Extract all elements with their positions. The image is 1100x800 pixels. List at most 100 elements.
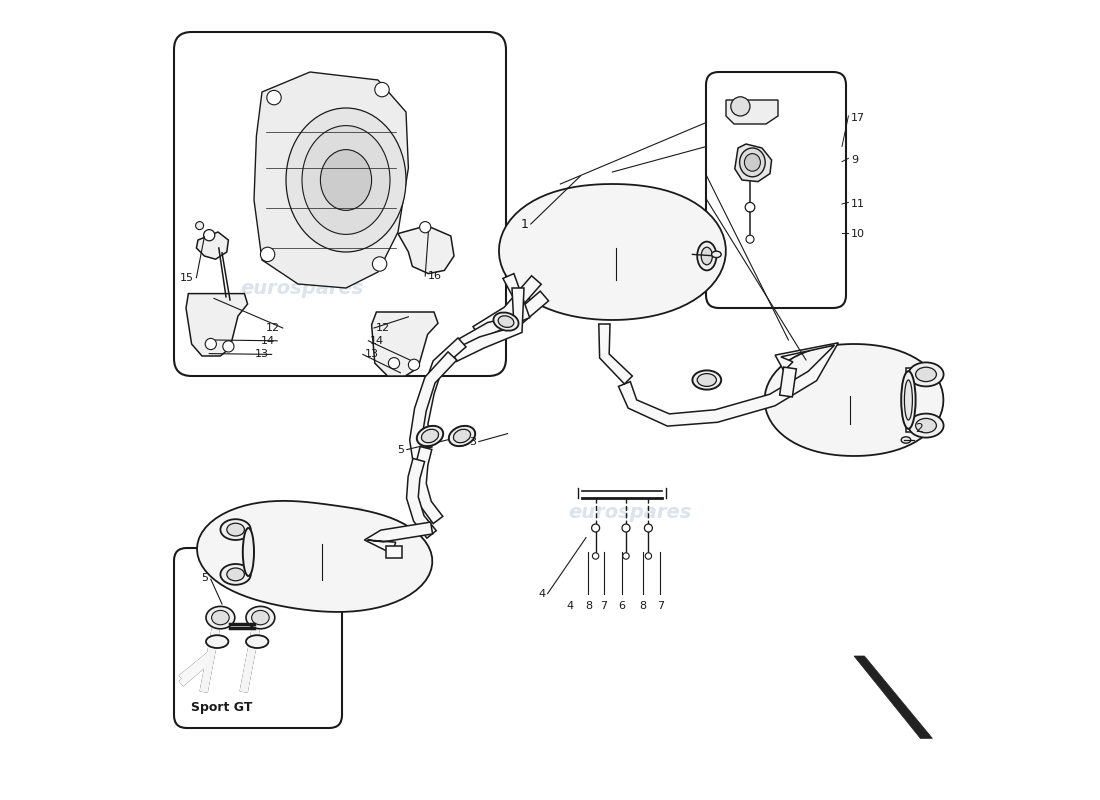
Polygon shape (186, 294, 248, 356)
Ellipse shape (267, 90, 282, 105)
Ellipse shape (286, 108, 406, 252)
Text: 16: 16 (428, 271, 441, 281)
Text: eurospares: eurospares (569, 502, 692, 522)
Ellipse shape (204, 230, 214, 241)
Ellipse shape (246, 606, 275, 629)
Ellipse shape (621, 524, 630, 532)
Text: 1: 1 (520, 218, 528, 230)
PathPatch shape (780, 367, 796, 397)
Text: eurospares: eurospares (240, 278, 364, 298)
Ellipse shape (712, 251, 722, 258)
Text: 6: 6 (618, 601, 626, 610)
Ellipse shape (419, 222, 431, 233)
Polygon shape (726, 100, 778, 124)
Text: 3: 3 (470, 437, 476, 446)
Text: 11: 11 (850, 199, 865, 209)
Ellipse shape (904, 380, 912, 420)
Ellipse shape (453, 430, 471, 442)
Ellipse shape (302, 126, 390, 234)
Ellipse shape (206, 635, 229, 648)
Ellipse shape (449, 426, 475, 446)
Text: 4: 4 (566, 601, 573, 610)
Ellipse shape (701, 247, 713, 265)
Ellipse shape (252, 610, 270, 625)
Ellipse shape (494, 313, 518, 330)
Text: 13: 13 (254, 350, 268, 359)
PathPatch shape (473, 276, 541, 338)
Text: 14: 14 (261, 336, 275, 346)
Text: 5: 5 (397, 445, 405, 454)
Polygon shape (398, 226, 454, 274)
Polygon shape (197, 232, 229, 259)
PathPatch shape (906, 419, 933, 432)
PathPatch shape (906, 368, 933, 380)
PathPatch shape (459, 274, 530, 350)
Ellipse shape (227, 568, 244, 581)
Text: 7: 7 (600, 601, 607, 610)
Text: 14: 14 (370, 336, 384, 346)
PathPatch shape (407, 458, 437, 538)
PathPatch shape (416, 338, 466, 449)
Ellipse shape (739, 148, 766, 177)
Ellipse shape (421, 430, 439, 442)
Text: 10: 10 (850, 230, 865, 239)
Text: 13: 13 (364, 350, 378, 359)
Ellipse shape (408, 359, 419, 370)
Ellipse shape (220, 519, 251, 540)
PathPatch shape (451, 288, 524, 362)
Ellipse shape (915, 418, 936, 433)
PathPatch shape (386, 546, 402, 558)
PathPatch shape (226, 525, 249, 534)
Ellipse shape (223, 341, 234, 352)
Ellipse shape (320, 150, 372, 210)
Ellipse shape (730, 97, 750, 116)
Text: 9: 9 (850, 155, 858, 165)
Text: 5: 5 (201, 573, 208, 582)
Ellipse shape (915, 367, 936, 382)
Text: 17: 17 (850, 113, 865, 122)
Ellipse shape (261, 247, 275, 262)
Ellipse shape (901, 371, 915, 429)
PathPatch shape (485, 291, 549, 342)
Ellipse shape (692, 370, 722, 390)
PathPatch shape (409, 352, 456, 461)
Polygon shape (764, 344, 944, 456)
Ellipse shape (417, 426, 443, 446)
Ellipse shape (388, 358, 399, 369)
Ellipse shape (593, 553, 598, 559)
Polygon shape (499, 184, 726, 320)
PathPatch shape (598, 324, 632, 384)
Ellipse shape (645, 524, 652, 532)
Text: 7: 7 (657, 601, 664, 610)
Ellipse shape (646, 553, 651, 559)
Ellipse shape (592, 524, 600, 532)
Polygon shape (854, 656, 933, 738)
Polygon shape (254, 72, 408, 288)
Text: eurospares: eurospares (240, 502, 364, 522)
Text: 8: 8 (585, 601, 592, 610)
Ellipse shape (909, 414, 944, 438)
Ellipse shape (909, 362, 944, 386)
Text: 12: 12 (375, 323, 389, 333)
Ellipse shape (246, 635, 268, 648)
PathPatch shape (618, 342, 838, 426)
Text: eurospares: eurospares (569, 278, 692, 298)
Ellipse shape (206, 338, 217, 350)
PathPatch shape (415, 446, 443, 524)
Polygon shape (372, 312, 438, 376)
Ellipse shape (498, 316, 514, 327)
Ellipse shape (375, 82, 389, 97)
Polygon shape (735, 144, 771, 182)
Text: 4: 4 (538, 589, 546, 598)
Ellipse shape (206, 606, 234, 629)
Ellipse shape (196, 222, 204, 230)
Ellipse shape (746, 235, 754, 243)
Ellipse shape (243, 528, 254, 576)
Polygon shape (197, 501, 432, 612)
Ellipse shape (745, 202, 755, 212)
Text: 12: 12 (266, 323, 280, 333)
Text: Sport GT: Sport GT (191, 702, 253, 714)
Text: 8: 8 (639, 601, 647, 610)
Ellipse shape (623, 553, 629, 559)
Ellipse shape (697, 374, 716, 386)
